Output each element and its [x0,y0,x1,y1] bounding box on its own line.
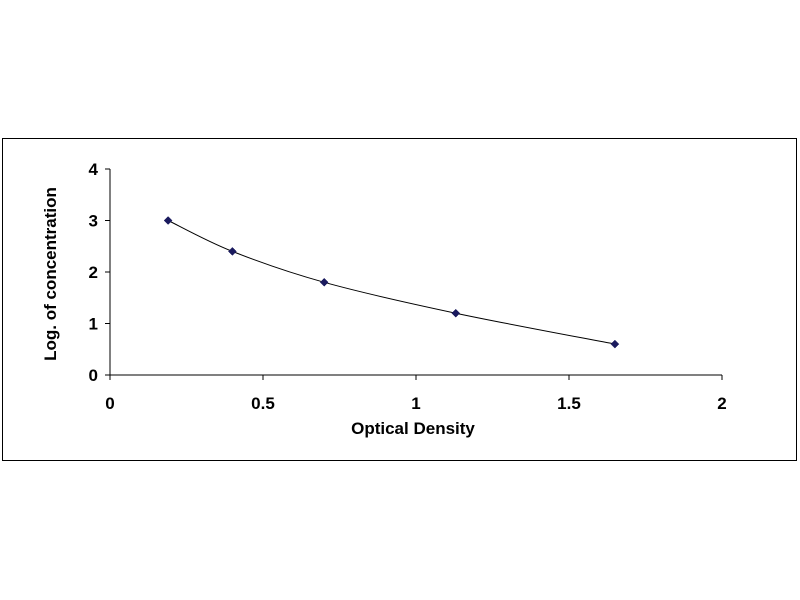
y-axis-title: Log. of concentration [41,187,60,361]
x-tick-label: 1 [411,394,420,413]
data-point [451,308,461,318]
y-tick-label: 4 [89,160,99,179]
x-axis-title: Optical Density [351,419,475,438]
y-tick-label: 2 [89,263,98,282]
x-tick-label: 2 [717,394,726,413]
axes [109,169,722,376]
x-tick-label: 0.5 [251,394,275,413]
chart-frame [2,138,797,461]
data-point [319,277,329,287]
y-tick-label: 3 [89,212,98,231]
fit-curve [167,220,615,345]
data-points [163,216,620,349]
y-tick-label: 1 [89,315,98,334]
data-point [610,339,620,349]
x-tick-label: 0 [105,394,114,413]
data-point [163,216,173,225]
x-tick-label: 1.5 [557,394,581,413]
y-tick-label: 0 [89,366,98,385]
data-point [228,247,237,256]
ticks: 0 0.5 1 1.5 2 0 1 2 3 4 [89,160,727,413]
